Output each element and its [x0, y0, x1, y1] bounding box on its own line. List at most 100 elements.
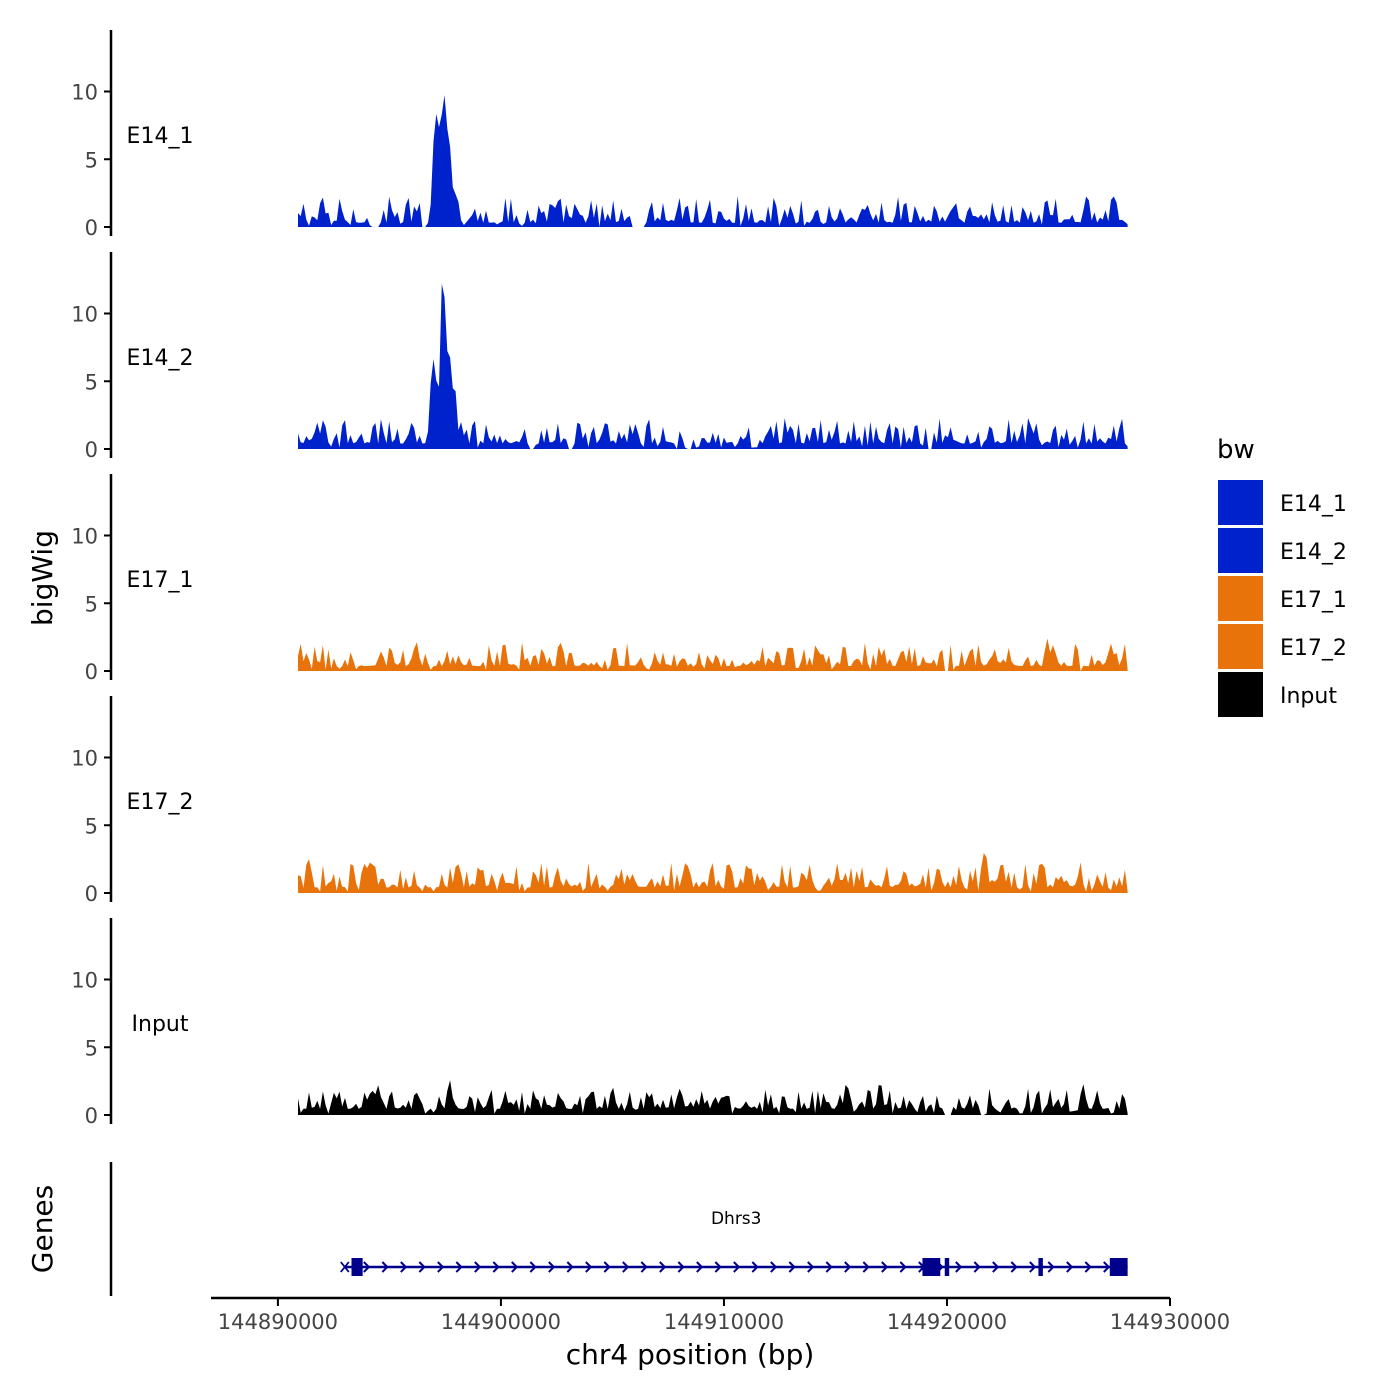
exon-block	[1038, 1258, 1043, 1276]
strand-arrow	[770, 1261, 778, 1273]
legend: bw E14_1 E14_2 E17_1 E17_2 Input	[1217, 435, 1347, 717]
legend-label: E14_2	[1280, 540, 1347, 565]
track-label: E17_1	[127, 568, 194, 593]
strand-arrow	[381, 1261, 389, 1273]
strand-arrow	[474, 1261, 482, 1273]
legend-swatch	[1218, 528, 1263, 573]
strand-arrow	[363, 1261, 371, 1273]
strand-arrow	[585, 1261, 593, 1273]
track-e14_2: 0 5 10 E14_2	[71, 252, 1128, 462]
y-tick-label: 10	[71, 81, 98, 105]
legend-swatch	[1218, 624, 1263, 669]
strand-arrow	[400, 1261, 408, 1273]
legend-item: E17_1	[1218, 576, 1347, 621]
strand-arrow	[825, 1261, 833, 1273]
y-tick-label: 0	[85, 882, 98, 906]
y-tick-label: 5	[85, 592, 98, 616]
y-tick-label: 5	[85, 148, 98, 172]
strand-arrow	[751, 1261, 759, 1273]
strand-arrow	[862, 1261, 870, 1273]
legend-item: E17_2	[1218, 624, 1347, 669]
y-tick-label: 10	[71, 303, 98, 327]
legend-label: E17_2	[1280, 636, 1347, 661]
y-tick-label: 0	[85, 660, 98, 684]
strand-arrow	[677, 1261, 685, 1273]
y-tick-label: 0	[85, 438, 98, 462]
strand-arrow	[566, 1261, 574, 1273]
legend-label: E14_1	[1280, 492, 1347, 517]
y-tick-label: 0	[85, 1104, 98, 1128]
legend-label: E17_1	[1280, 588, 1347, 613]
gene-label: Dhrs3	[711, 1209, 762, 1229]
strand-arrow	[603, 1261, 611, 1273]
track-e17_2: 0 5 10 E17_2	[71, 696, 1128, 906]
strand-arrow	[659, 1261, 667, 1273]
y-tick-label: 5	[85, 370, 98, 394]
legend-label: Input	[1280, 684, 1337, 709]
strand-arrow	[788, 1261, 796, 1273]
strand-arrow	[511, 1261, 519, 1273]
legend-title: bw	[1217, 435, 1255, 465]
track-label: E14_1	[127, 124, 194, 149]
y-tick-label: 5	[85, 1036, 98, 1060]
strand-arrow	[733, 1261, 741, 1273]
strand-arrow	[1047, 1261, 1055, 1273]
x-tick-label: 144930000	[1110, 1310, 1230, 1334]
strand-arrow	[1029, 1261, 1037, 1273]
legend-item: Input	[1218, 672, 1337, 717]
signal-area-e17_1	[298, 638, 1128, 671]
strand-arrow	[973, 1261, 981, 1273]
exon-block	[922, 1258, 941, 1276]
strand-arrow	[622, 1261, 630, 1273]
exon-block	[944, 1258, 950, 1276]
strand-arrow	[807, 1261, 815, 1273]
gene-start-mark	[340, 1261, 350, 1273]
y-tick-label: 5	[85, 814, 98, 838]
strand-arrow	[899, 1261, 907, 1273]
y-axis-title: bigWig	[26, 530, 59, 626]
gene-tracks: Dhrs3	[340, 1209, 1128, 1276]
legend-swatch	[1218, 576, 1263, 621]
genes-panel: Genes Dhrs3	[26, 1162, 1128, 1296]
y-tick-label: 10	[71, 525, 98, 549]
legend-swatch	[1218, 672, 1263, 717]
signal-area-input	[298, 1080, 1128, 1115]
exon-block	[351, 1258, 363, 1276]
x-tick-label: 144920000	[887, 1310, 1007, 1334]
strand-arrow	[955, 1261, 963, 1273]
x-axis: 144890000 144900000 144910000 144920000 1449…	[211, 1296, 1230, 1371]
track-input: 0 5 10 Input	[71, 918, 1128, 1128]
x-tick-label: 144910000	[664, 1310, 784, 1334]
x-tick-label: 144900000	[441, 1310, 561, 1334]
strand-arrow	[437, 1261, 445, 1273]
track-panels: 0 5 10 E14_1 0 5 10 E14_2 0 5 10 E17_1 0 5 10 E17_2 0 5 10…	[71, 30, 1128, 1128]
strand-arrow	[1010, 1261, 1018, 1273]
strand-arrow	[1066, 1261, 1074, 1273]
signal-area-e14_2	[298, 283, 1128, 449]
legend-item: E14_2	[1218, 528, 1347, 573]
genes-axis-title: Genes	[26, 1185, 59, 1273]
x-ticks: 144890000 144900000 144910000 144920000 1449…	[218, 1298, 1230, 1334]
strand-arrow	[529, 1261, 537, 1273]
strand-arrow	[455, 1261, 463, 1273]
strand-arrow	[992, 1261, 1000, 1273]
strand-arrow	[696, 1261, 704, 1273]
strand-arrow	[881, 1261, 889, 1273]
track-e17_1: 0 5 10 E17_1	[71, 474, 1128, 684]
y-tick-label: 10	[71, 969, 98, 993]
track-e14_1: 0 5 10 E14_1	[71, 30, 1128, 240]
signal-area-e14_1	[298, 95, 1128, 227]
strand-arrow	[844, 1261, 852, 1273]
strand-arrow	[548, 1261, 556, 1273]
y-tick-label: 10	[71, 747, 98, 771]
legend-swatch	[1218, 480, 1263, 525]
signal-area-e17_2	[298, 853, 1128, 893]
x-axis-title: chr4 position (bp)	[566, 1338, 815, 1371]
x-tick-label: 144890000	[218, 1310, 338, 1334]
track-label: Input	[132, 1012, 189, 1037]
y-tick-label: 0	[85, 216, 98, 240]
strand-arrow	[492, 1261, 500, 1273]
track-label: E14_2	[127, 346, 194, 371]
strand-arrow	[1084, 1261, 1092, 1273]
track-label: E17_2	[127, 790, 194, 815]
